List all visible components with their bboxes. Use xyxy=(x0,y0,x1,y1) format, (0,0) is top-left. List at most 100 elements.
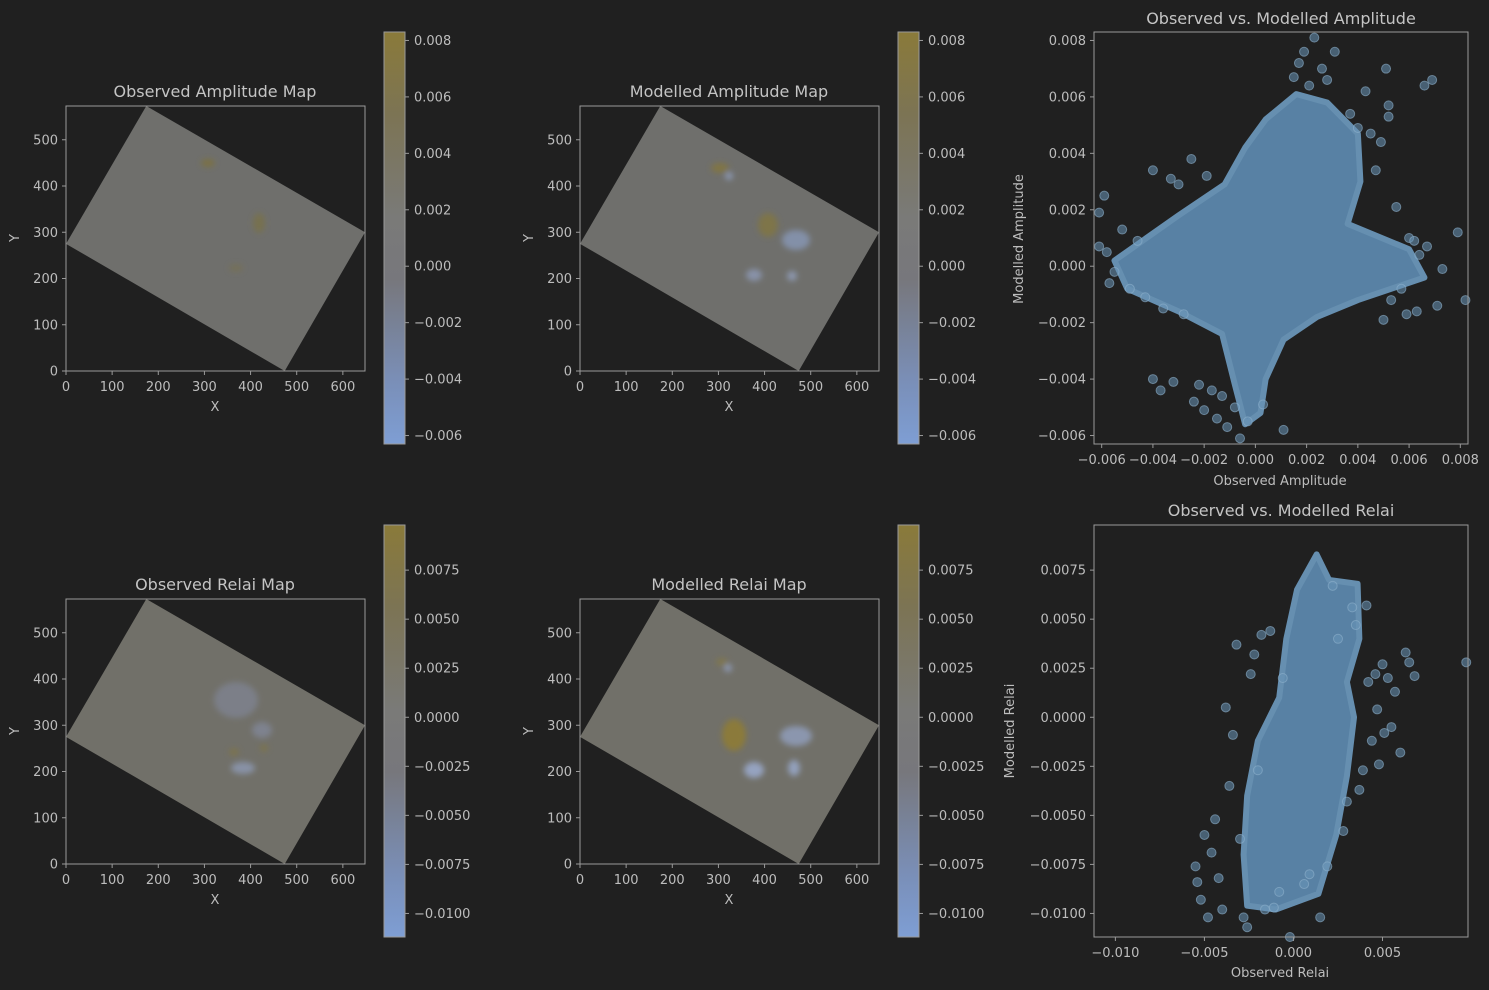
colorbar-ticks: −0.006 −0.004 −0.002 0.000 0.002 0.004 0.006 0.… xyxy=(919,34,976,444)
scatter-point xyxy=(1373,759,1384,770)
x-tick-label: 100 xyxy=(614,873,639,888)
map-feature xyxy=(229,748,239,756)
y-axis-ticks: 0 100 200 300 400 500 xyxy=(547,626,580,873)
colorbar-tick-label: 0.006 xyxy=(928,90,965,105)
panel-observed-amplitude-map: Observed Amplitude Map 0 100 200 300 400 500 6… xyxy=(8,31,462,445)
map-feature xyxy=(746,269,762,281)
scatter-point xyxy=(1316,63,1327,74)
scatter-point xyxy=(1194,379,1205,390)
scatter-point xyxy=(1258,399,1269,410)
scatter-point xyxy=(1277,673,1288,684)
scatter-point xyxy=(1252,765,1263,776)
scatter-point xyxy=(1396,283,1407,294)
map-feature xyxy=(252,722,272,738)
scatter-point xyxy=(1389,686,1400,697)
scatter-point xyxy=(1461,657,1472,668)
x-axis-label: X xyxy=(211,893,220,908)
scatter-point xyxy=(1432,300,1443,311)
y-tick-label: 200 xyxy=(33,765,58,780)
scatter-point xyxy=(1452,227,1463,238)
map-feature xyxy=(782,230,810,250)
scatter-point xyxy=(1206,847,1217,858)
scatter-point xyxy=(1235,833,1246,844)
y-tick-label: −0.0100 xyxy=(1030,907,1086,922)
map-feature xyxy=(787,271,797,281)
scatter-point xyxy=(1101,247,1112,258)
x-tick-label: 0.004 xyxy=(1339,453,1376,468)
x-tick-label: 500 xyxy=(798,873,823,888)
y-tick-label: 0.0025 xyxy=(1041,662,1087,677)
scatter-point xyxy=(1360,86,1371,97)
chart-title: Observed Amplitude Map xyxy=(114,82,317,101)
scatter-point xyxy=(1382,673,1393,684)
y-axis-ticks: 0 100 200 300 400 500 xyxy=(547,133,580,380)
scatter-point xyxy=(1386,722,1397,733)
x-tick-label: 200 xyxy=(660,380,685,395)
colorbar-tick-label: 0.002 xyxy=(414,203,451,218)
scatter-point xyxy=(1104,278,1115,289)
map-feature xyxy=(260,744,268,752)
scatter-point xyxy=(1278,424,1289,435)
scatter-point xyxy=(1094,241,1105,252)
colorbar-tick-label: −0.006 xyxy=(414,429,462,444)
scatter-point xyxy=(1206,385,1217,396)
y-tick-label: 0.0000 xyxy=(1041,711,1087,726)
y-axis-ticks: 0 100 200 300 400 500 xyxy=(33,133,66,380)
colorbar-ticks: −0.006 −0.004 −0.002 0.000 0.002 0.004 0.006 0.… xyxy=(405,34,462,444)
scatter-point xyxy=(1304,80,1315,91)
scatter-point xyxy=(1400,647,1411,658)
x-tick-label: −0.010 xyxy=(1091,946,1139,961)
scatter-point xyxy=(1383,100,1394,111)
map-feature xyxy=(229,264,243,272)
y-tick-label: 0.008 xyxy=(1049,34,1086,49)
x-axis-label: X xyxy=(211,400,220,415)
y-tick-label: 200 xyxy=(547,272,572,287)
scatter-point xyxy=(1460,295,1471,306)
colorbar-tick-label: 0.0075 xyxy=(928,564,974,579)
scatter-point xyxy=(1299,46,1310,57)
y-tick-label: 500 xyxy=(547,626,572,641)
x-tick-label: 0 xyxy=(62,380,70,395)
map-feature xyxy=(788,760,800,776)
map-feature xyxy=(253,213,265,233)
plot-frame xyxy=(579,598,880,865)
panel-observed-relai-map: Observed Relai Map 0 100 200 300 400 500 600 0… xyxy=(8,524,470,938)
scatter-point xyxy=(1158,303,1169,314)
scatter-point xyxy=(1370,669,1381,680)
scatter-point xyxy=(1109,266,1120,277)
scatter-point xyxy=(1201,170,1212,181)
y-tick-label: 0.0050 xyxy=(1041,613,1087,628)
x-tick-label: 300 xyxy=(192,380,217,395)
x-axis-ticks: 0 100 200 300 400 500 600 xyxy=(62,864,355,888)
colorbar-tick-label: 0.006 xyxy=(414,90,451,105)
panel-amplitude-scatter: Observed vs. Modelled Amplitude −0.006 −0… xyxy=(1012,9,1479,489)
x-axis-ticks: −0.006 −0.004 −0.002 0.000 0.002 0.004 0.006 0.… xyxy=(1078,444,1479,468)
panel-relai-scatter: Observed vs. Modelled Relai −0.010 −0.005… xyxy=(1003,501,1472,981)
colorbar-tick-label: 0.0000 xyxy=(414,711,460,726)
scatter-point xyxy=(1437,264,1448,275)
colorbar-tick-label: −0.0050 xyxy=(928,809,984,824)
scatter-point xyxy=(1168,376,1179,387)
colorbar-tick-label: −0.0100 xyxy=(414,907,470,922)
scatter-point xyxy=(1178,309,1189,320)
x-axis-ticks: 0 100 200 300 400 500 600 xyxy=(62,371,355,395)
y-tick-label: 0 xyxy=(564,365,572,380)
colorbar-tick-label: 0.008 xyxy=(928,34,965,49)
x-tick-label: 300 xyxy=(706,873,731,888)
scatter-point xyxy=(1265,625,1276,636)
scatter-point xyxy=(1202,912,1213,923)
scatter-point xyxy=(1411,306,1422,317)
y-tick-label: 200 xyxy=(547,765,572,780)
x-tick-label: −0.002 xyxy=(1180,453,1228,468)
x-tick-label: 0 xyxy=(576,873,584,888)
map-feature xyxy=(711,163,729,173)
x-tick-label: 400 xyxy=(238,873,263,888)
scatter-point xyxy=(1361,600,1372,611)
y-tick-label: 0.004 xyxy=(1049,147,1086,162)
x-tick-label: 0 xyxy=(576,380,584,395)
scatter-point xyxy=(1231,639,1242,650)
scatter-point xyxy=(1378,314,1389,325)
x-tick-label: 600 xyxy=(844,873,869,888)
scatter-point xyxy=(1365,128,1376,139)
